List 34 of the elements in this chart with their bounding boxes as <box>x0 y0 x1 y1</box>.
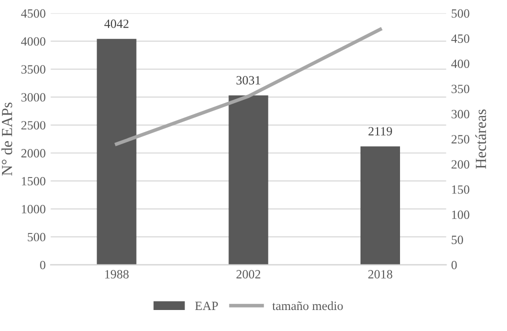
y-tick-label: 2500 <box>21 121 46 130</box>
y-tick-label: 1000 <box>22 204 46 214</box>
y-tick-label: 4000 <box>21 37 46 46</box>
y-tick-label: 0 <box>40 260 46 270</box>
y-tick-label: 500 <box>28 232 46 242</box>
y-tick-label: 2000 <box>21 149 46 158</box>
data-label: 4042 <box>104 20 128 28</box>
data-label: 3031 <box>236 76 260 84</box>
legend-label: tamaño medio <box>272 301 343 310</box>
y-axis-title: N° de EAPs <box>1 102 12 176</box>
x-tick-label: 2002 <box>236 270 260 278</box>
y-tick-label: 4500 <box>21 9 46 18</box>
y-tick-label: 3500 <box>21 65 46 74</box>
legend-label: EAP <box>195 302 218 310</box>
y-tick-label: 1500 <box>22 176 46 186</box>
bar <box>228 95 268 265</box>
x-tick-label: 1988 <box>105 270 129 278</box>
y2-tick-label: 350 <box>452 84 470 94</box>
y2-tick-label: 50 <box>452 236 464 244</box>
y2-tick-label: 300 <box>452 110 470 118</box>
bar <box>360 146 400 265</box>
y2-axis-title: Hectáreas <box>475 109 486 169</box>
x-tick-label: 2018 <box>368 270 392 278</box>
y2-tick-label: 250 <box>452 135 470 144</box>
y2-tick-label: 150 <box>452 185 470 194</box>
data-label: 2119 <box>368 127 392 136</box>
y-tick-label: 3000 <box>21 93 46 102</box>
y2-tick-label: 500 <box>452 9 470 18</box>
y2-tick-label: 0 <box>452 260 457 270</box>
y2-tick-label: 450 <box>451 34 470 43</box>
bar <box>96 38 136 265</box>
y2-tick-label: 200 <box>452 160 470 169</box>
y2-tick-label: 400 <box>451 60 470 68</box>
y2-tick-label: 100 <box>452 210 470 219</box>
